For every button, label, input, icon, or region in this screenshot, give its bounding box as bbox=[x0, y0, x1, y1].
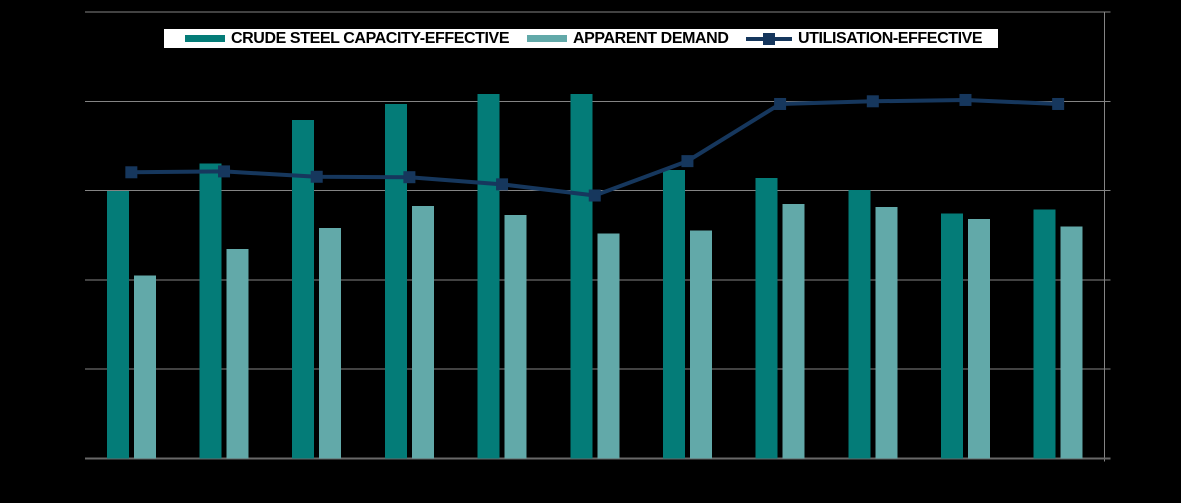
bar-capacity-effective bbox=[477, 94, 500, 459]
bar-apparent-demand bbox=[133, 275, 156, 459]
utilisation-marker bbox=[774, 97, 787, 110]
bar-apparent-demand bbox=[782, 203, 805, 459]
legend-item-capacity: CRUDE STEEL CAPACITY-EFFECTIVE bbox=[185, 29, 510, 48]
utilisation-marker bbox=[866, 95, 879, 108]
legend-item-utilisation: UTILISATION-EFFECTIVE bbox=[746, 29, 983, 48]
utilisation-marker bbox=[403, 171, 416, 184]
bar-apparent-demand bbox=[411, 206, 434, 459]
utilisation-marker bbox=[125, 166, 138, 179]
utilisation-marker bbox=[1052, 97, 1065, 110]
utilisation-marker bbox=[218, 165, 231, 178]
legend-label-demand: APPARENT DEMAND bbox=[573, 30, 729, 47]
utilisation-swatch-icon bbox=[746, 32, 792, 45]
legend-label-utilisation: UTILISATION-EFFECTIVE bbox=[798, 30, 983, 47]
bar-capacity-effective bbox=[940, 213, 963, 459]
utilisation-marker bbox=[310, 170, 323, 183]
bar-capacity-effective bbox=[292, 120, 315, 459]
utilisation-line bbox=[131, 97, 1059, 198]
legend-item-demand: APPARENT DEMAND bbox=[527, 29, 729, 48]
bar-capacity-effective bbox=[1033, 209, 1056, 459]
bar-capacity-effective bbox=[848, 190, 871, 459]
bar-apparent-demand bbox=[504, 215, 527, 459]
bar-apparent-demand bbox=[875, 207, 898, 459]
bar-capacity-effective bbox=[384, 103, 407, 459]
utilisation-marker bbox=[496, 178, 509, 191]
bar-apparent-demand bbox=[689, 230, 712, 459]
bar-capacity-effective bbox=[106, 191, 129, 459]
chart-legend: CRUDE STEEL CAPACITY-EFFECTIVE APPARENT … bbox=[163, 28, 999, 49]
bar-apparent-demand bbox=[967, 219, 990, 459]
legend-label-capacity: CRUDE STEEL CAPACITY-EFFECTIVE bbox=[231, 30, 510, 47]
demand-swatch-icon bbox=[527, 35, 567, 42]
bar-apparent-demand bbox=[319, 228, 342, 459]
capacity-swatch-icon bbox=[185, 35, 225, 42]
utilisation-marker bbox=[959, 93, 972, 106]
bar-capacity-effective bbox=[755, 178, 778, 459]
bar-capacity-effective bbox=[199, 163, 222, 459]
utilisation-marker bbox=[681, 155, 694, 168]
bar-capacity-effective bbox=[662, 170, 685, 459]
bar-capacity-effective bbox=[570, 94, 593, 459]
bar-apparent-demand bbox=[597, 233, 620, 459]
bar-apparent-demand bbox=[1060, 226, 1083, 459]
bar-apparent-demand bbox=[226, 249, 249, 459]
utilisation-marker bbox=[588, 189, 601, 202]
